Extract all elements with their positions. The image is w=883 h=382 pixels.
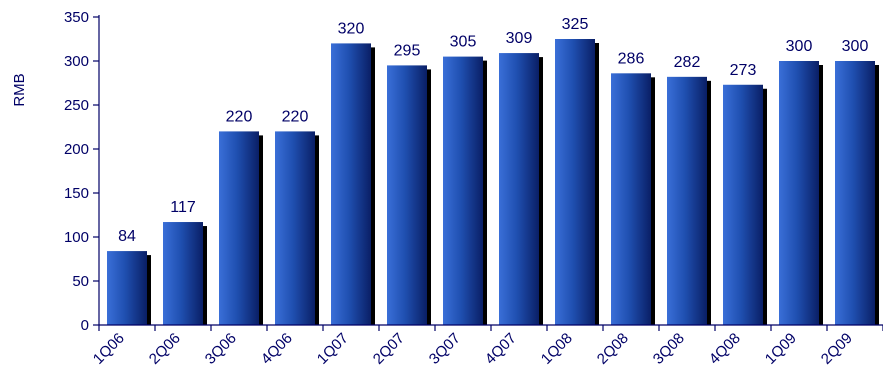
x-tick-label: 1Q08 — [538, 330, 576, 368]
data-label: 305 — [450, 34, 477, 51]
data-label: 320 — [338, 20, 365, 37]
data-label: 295 — [394, 42, 421, 59]
data-label: 117 — [170, 199, 196, 216]
x-tick-label: 3Q06 — [202, 330, 240, 368]
bar — [163, 222, 203, 325]
bar — [107, 251, 147, 325]
x-tick-label: 1Q06 — [90, 330, 128, 368]
bar — [835, 61, 875, 325]
y-tick-label: 350 — [64, 9, 89, 26]
x-tick-label: 2Q06 — [146, 330, 184, 368]
bar — [779, 61, 819, 325]
y-tick-label: 0 — [81, 317, 89, 334]
x-tick-label: 3Q07 — [426, 330, 464, 368]
bar — [611, 73, 651, 325]
bar — [275, 131, 315, 325]
x-tick-label: 3Q08 — [650, 330, 688, 368]
data-label: 300 — [786, 38, 813, 55]
data-label: 300 — [842, 38, 869, 55]
x-tick-label: 2Q08 — [594, 330, 632, 368]
x-tick-label: 1Q07 — [314, 330, 352, 368]
y-axis-label: RMB — [11, 73, 28, 106]
data-label: 84 — [118, 228, 136, 245]
x-tick-label: 4Q08 — [706, 330, 744, 368]
data-label: 282 — [674, 54, 701, 71]
data-label: 220 — [226, 108, 253, 125]
data-label: 309 — [506, 30, 533, 47]
bar — [219, 131, 259, 325]
data-label: 325 — [562, 16, 589, 33]
y-tick-label: 300 — [64, 53, 89, 70]
y-tick-label: 250 — [64, 97, 89, 114]
x-tick-label: 2Q07 — [370, 330, 408, 368]
y-tick-label: 150 — [64, 185, 89, 202]
x-tick-label: 4Q06 — [258, 330, 296, 368]
y-tick-label: 50 — [72, 273, 89, 290]
y-tick-label: 100 — [64, 229, 89, 246]
bar — [387, 65, 427, 326]
y-tick-label: 200 — [64, 141, 89, 158]
bars-group: 84 117 220 220 320 295 305 309 325 286 282 273 300 30… — [107, 16, 879, 326]
x-tick-label: 4Q07 — [482, 330, 520, 368]
bar — [331, 43, 371, 326]
bar — [499, 53, 539, 326]
data-label: 220 — [282, 108, 309, 125]
bar — [723, 84, 763, 325]
data-label: 273 — [730, 62, 757, 79]
x-tick-label: 1Q09 — [762, 330, 800, 368]
bar — [667, 76, 707, 325]
x-tick-label: 2Q09 — [818, 330, 856, 368]
data-label: 286 — [618, 50, 645, 67]
bar — [555, 39, 595, 325]
bar — [443, 56, 483, 325]
